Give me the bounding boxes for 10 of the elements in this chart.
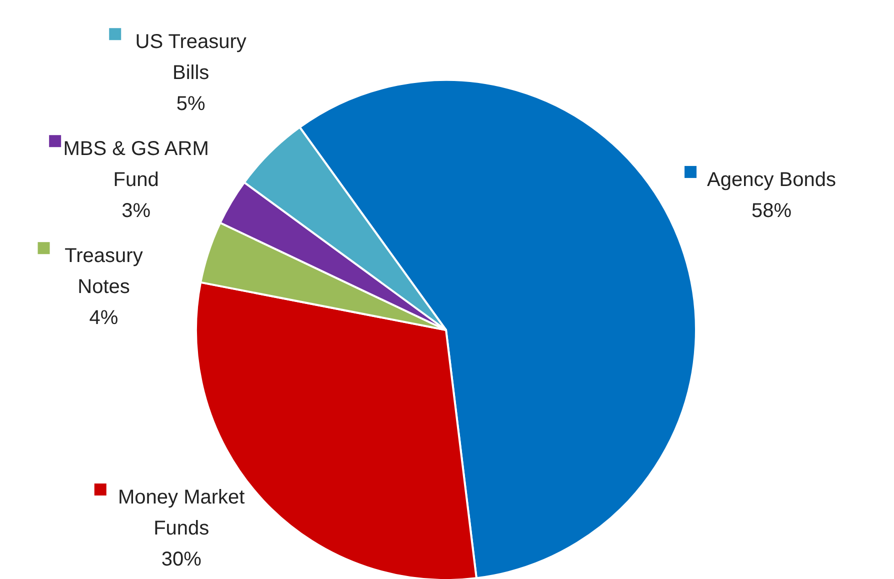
legend-label: Money Market Funds bbox=[118, 486, 246, 540]
data-label: 58% bbox=[752, 200, 792, 222]
data-label: 3% bbox=[122, 200, 151, 222]
data-label: 5% bbox=[176, 93, 206, 116]
legend-label: MBS & GS ARM Fund bbox=[63, 138, 209, 192]
data-label: 4% bbox=[89, 307, 118, 330]
legend-label: US Treasury Bills bbox=[135, 31, 246, 84]
legend-label: Agency Bonds bbox=[707, 168, 836, 191]
data-label: 30% bbox=[161, 548, 202, 570]
legend-label: Treasury Notes bbox=[64, 245, 143, 298]
